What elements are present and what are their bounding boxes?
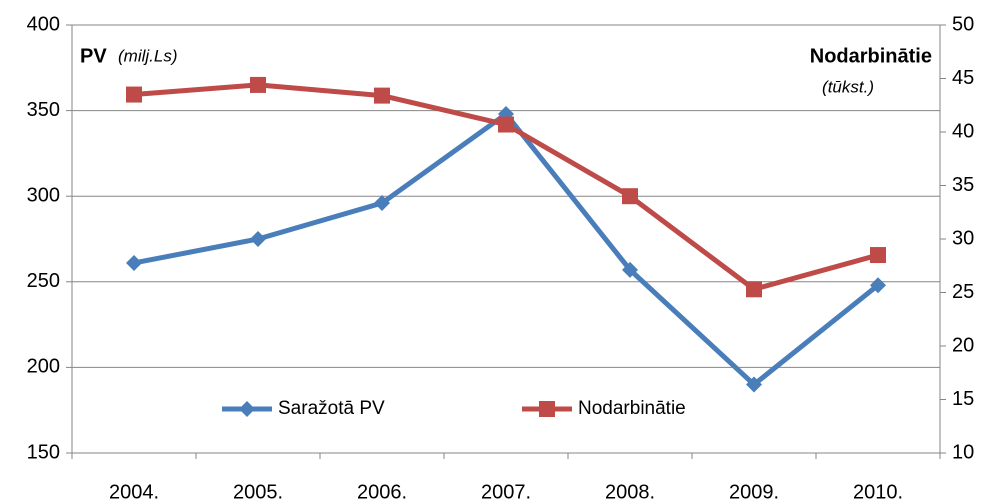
y-tick-label: 350 — [27, 99, 60, 121]
data-point — [870, 277, 886, 294]
y2-tick-label: 30 — [952, 227, 974, 249]
x-tick-label: 2005. — [233, 481, 283, 503]
y-label: PV — [80, 45, 107, 67]
y2-tick-label: 45 — [952, 67, 974, 89]
y-tick-label: 300 — [27, 184, 60, 206]
y2-tick-label: 20 — [952, 334, 974, 356]
y2-tick-label: 15 — [952, 388, 974, 410]
data-point — [250, 76, 266, 93]
legend-label: Saražotā PV — [278, 398, 385, 419]
legend-marker — [539, 401, 555, 417]
legend-marker — [239, 401, 255, 417]
y2-tick-label: 50 — [952, 13, 974, 35]
x-tick-label: 2006. — [357, 481, 407, 503]
y2-tick-label: 10 — [952, 441, 974, 463]
data-point — [746, 376, 762, 393]
y-tick-label: 250 — [27, 270, 60, 292]
y2-label: Nodarbinātie — [810, 45, 932, 67]
data-point — [126, 254, 142, 271]
data-point — [374, 195, 390, 212]
x-tick-label: 2010. — [853, 481, 903, 503]
data-point — [374, 87, 390, 104]
y-tick-label: 150 — [27, 441, 60, 463]
y2-tick-label: 40 — [952, 120, 974, 142]
y2-tick-label: 35 — [952, 174, 974, 196]
data-point — [622, 261, 638, 278]
y2-tick-label: 25 — [952, 281, 974, 303]
y-tick-label: 200 — [27, 356, 60, 378]
x-tick-label: 2004. — [109, 481, 159, 503]
y-tick-label: 400 — [27, 13, 60, 35]
data-point — [126, 86, 142, 103]
data-point — [622, 188, 638, 205]
data-point — [250, 231, 266, 247]
y-label-unit: (milj.Ls) — [118, 46, 178, 65]
data-point — [870, 247, 886, 264]
legend-label: Nodarbinātie — [578, 398, 686, 419]
y2-label-unit: (tūkst.) — [822, 77, 874, 96]
x-tick-label: 2009. — [729, 481, 779, 503]
data-point — [498, 116, 514, 133]
x-tick-label: 2008. — [605, 481, 655, 503]
x-tick-label: 2007. — [481, 481, 531, 503]
data-point — [746, 281, 762, 298]
